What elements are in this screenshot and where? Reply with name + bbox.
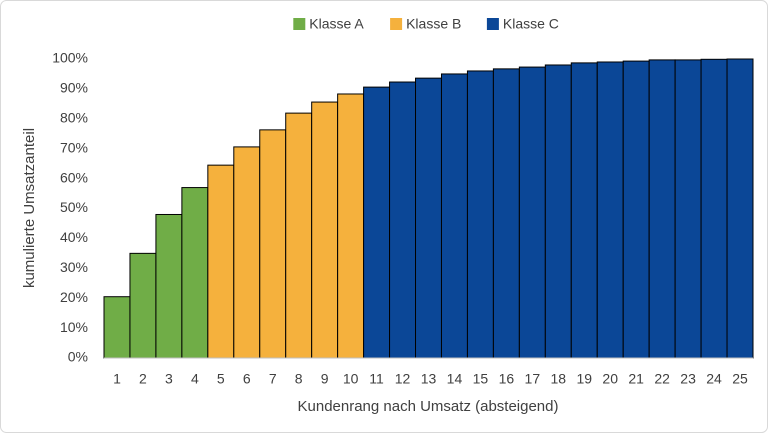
x-tick-label: 2 — [139, 371, 147, 387]
y-tick-label: 20% — [60, 289, 88, 305]
x-tick-label: 5 — [217, 371, 225, 387]
x-tick-label: 7 — [269, 371, 277, 387]
y-tick-label: 50% — [60, 199, 88, 215]
y-tick-label: 70% — [60, 139, 88, 155]
bar — [389, 81, 417, 359]
x-tick-label: 20 — [602, 371, 618, 387]
legend-label: Klasse B — [406, 16, 461, 32]
bar — [103, 296, 131, 359]
y-tick-label: 60% — [60, 169, 88, 185]
y-axis-title: kumulierte Umsatzanteil — [21, 128, 38, 288]
x-tick-label: 23 — [680, 371, 696, 387]
bar — [259, 129, 287, 359]
y-tick-label: 100% — [52, 50, 88, 66]
legend-swatch — [390, 18, 403, 30]
x-tick-label: 9 — [321, 371, 329, 387]
y-tick-label: 0% — [68, 349, 88, 365]
x-tick-label: 14 — [447, 371, 463, 387]
x-tick-label: 12 — [395, 371, 411, 387]
x-tick-label: 6 — [243, 371, 251, 387]
bar — [700, 58, 728, 359]
bar — [544, 64, 572, 359]
x-tick-label: 16 — [499, 371, 515, 387]
bar — [415, 77, 442, 359]
legend-label: Klasse C — [503, 16, 559, 32]
y-tick-label: 30% — [60, 259, 88, 275]
bar — [363, 86, 391, 359]
bar — [155, 213, 183, 359]
x-tick-label: 25 — [732, 371, 748, 387]
bar — [207, 164, 235, 359]
bar — [129, 252, 157, 359]
x-tick-label: 11 — [369, 371, 384, 387]
x-tick-label: 10 — [343, 371, 359, 387]
x-tick-label: 4 — [191, 371, 199, 387]
x-tick-label: 24 — [706, 371, 722, 387]
y-tick-label: 80% — [60, 110, 88, 126]
bar — [440, 73, 468, 359]
x-tick-label: 21 — [628, 371, 644, 387]
x-tick-label: 22 — [654, 371, 670, 387]
x-tick-label: 19 — [576, 371, 592, 387]
y-tick-label: 40% — [60, 229, 88, 245]
legend-swatch — [486, 18, 499, 30]
bar — [570, 62, 598, 359]
bar — [622, 60, 650, 359]
x-axis-title: Kundenrang nach Umsatz (absteigend) — [298, 398, 559, 415]
bar — [466, 70, 494, 359]
bar — [337, 93, 365, 359]
legend-label: Klasse A — [309, 16, 364, 32]
x-tick-label: 3 — [165, 371, 173, 387]
y-tick-label: 10% — [60, 319, 88, 335]
x-tick-label: 8 — [295, 371, 303, 387]
bar — [596, 61, 624, 359]
bar — [233, 146, 261, 359]
x-tick-label: 1 — [113, 371, 121, 387]
bar — [648, 59, 676, 359]
y-tick-label: 90% — [60, 80, 88, 96]
x-tick-label: 18 — [551, 371, 567, 387]
x-tick-label: 13 — [421, 371, 437, 387]
legend-swatch — [293, 18, 306, 30]
bar — [181, 187, 209, 359]
bar — [674, 59, 702, 359]
bar — [311, 101, 339, 359]
bar — [285, 112, 313, 359]
bar — [518, 66, 546, 359]
bar — [726, 58, 754, 359]
x-tick-label: 15 — [473, 371, 489, 387]
bar — [492, 68, 520, 359]
x-tick-label: 17 — [525, 371, 541, 387]
